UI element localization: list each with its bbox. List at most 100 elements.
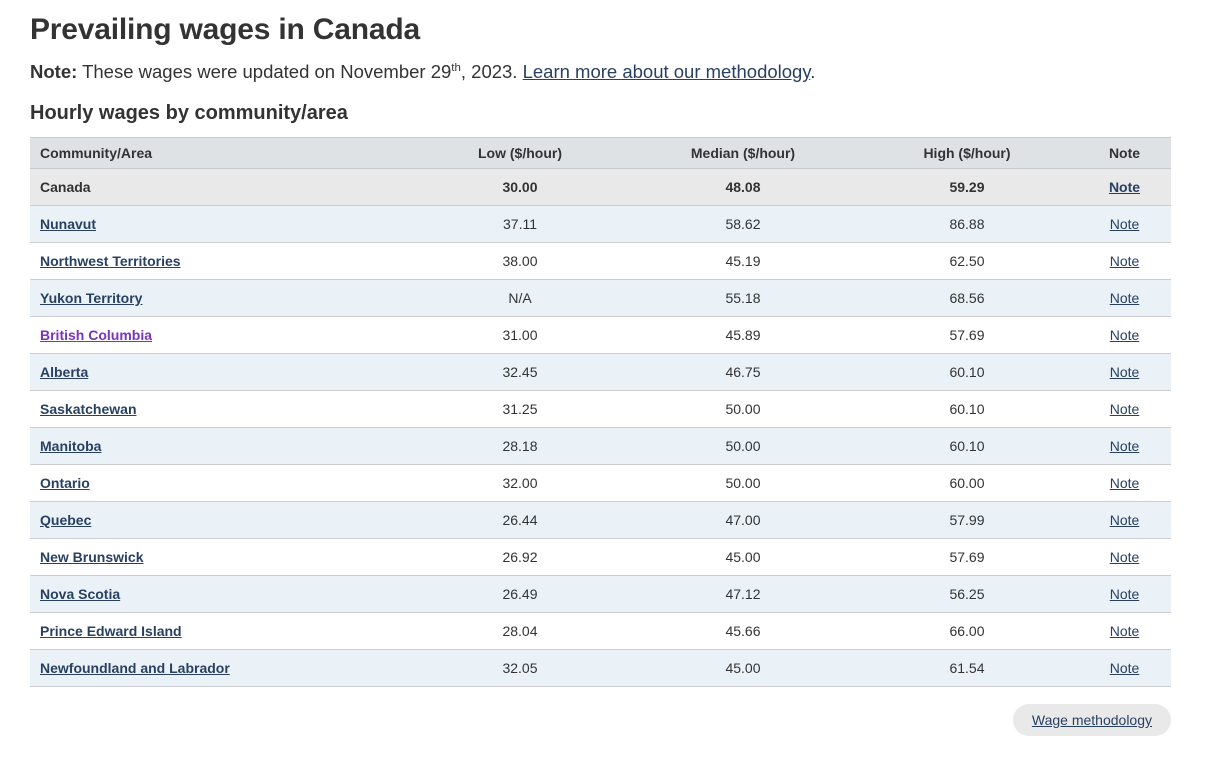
median-value: 47.00	[630, 501, 856, 539]
note-link[interactable]: Note	[1109, 511, 1140, 528]
note-cell: Note	[1078, 612, 1171, 650]
note-link[interactable]: Note	[1109, 548, 1140, 565]
note-link[interactable]: Note	[1109, 326, 1140, 343]
area-link[interactable]: Nunavut	[40, 215, 96, 232]
low-value: 28.04	[410, 612, 630, 650]
note-link[interactable]: Note	[1109, 622, 1140, 639]
note-link[interactable]: Note	[1109, 659, 1140, 676]
note-link[interactable]: Note	[1109, 252, 1140, 269]
note-cell: Note	[1078, 390, 1171, 428]
note-link[interactable]: Note	[1109, 363, 1140, 380]
high-value: 57.69	[856, 316, 1078, 354]
note-link[interactable]: Note	[1109, 289, 1140, 306]
note-cell: Note	[1078, 316, 1171, 354]
area-cell: Nunavut	[30, 205, 410, 243]
wages-table-header: Community/Area Low ($/hour) Median ($/ho…	[30, 137, 1171, 169]
note-superscript: th	[451, 61, 461, 74]
median-value: 50.00	[630, 464, 856, 502]
area-link[interactable]: British Columbia	[40, 326, 153, 343]
page-title: Prevailing wages in Canada	[30, 13, 420, 46]
note-link[interactable]: Note	[1108, 178, 1141, 195]
note-link[interactable]: Note	[1109, 474, 1140, 491]
area-link[interactable]: Quebec	[40, 511, 92, 528]
area-cell: Yukon Territory	[30, 279, 410, 317]
high-value: 57.69	[856, 538, 1078, 576]
note-link[interactable]: Note	[1109, 585, 1140, 602]
note-cell: Note	[1078, 649, 1171, 687]
note-cell: Note	[1078, 353, 1171, 391]
low-value: 31.00	[410, 316, 630, 354]
area-cell: British Columbia	[30, 316, 410, 354]
median-value: 50.00	[630, 390, 856, 428]
area-cell: Prince Edward Island	[30, 612, 410, 650]
median-value: 45.66	[630, 612, 856, 650]
header-row: Community/Area Low ($/hour) Median ($/ho…	[30, 137, 1171, 169]
median-value: 45.89	[630, 316, 856, 354]
table-row: Quebec 26.44 47.00 57.99 Note	[30, 501, 1171, 539]
low-value: 28.18	[410, 427, 630, 465]
area-link[interactable]: Newfoundland and Labrador	[40, 659, 230, 676]
area-link[interactable]: Ontario	[40, 474, 90, 491]
high-value: 56.25	[856, 575, 1078, 613]
table-row: British Columbia 31.00 45.89 57.69 Note	[30, 316, 1171, 354]
high-value: 66.00	[856, 612, 1078, 650]
table-row: Nunavut 37.11 58.62 86.88 Note	[30, 205, 1171, 243]
table-row: Manitoba 28.18 50.00 60.10 Note	[30, 427, 1171, 465]
area-cell: Saskatchewan	[30, 390, 410, 428]
note-cell: Note	[1078, 501, 1171, 539]
table-row: Yukon Territory N/A 55.18 68.56 Note	[30, 279, 1171, 317]
high-value: 60.10	[856, 390, 1078, 428]
area-link[interactable]: Prince Edward Island	[40, 622, 182, 639]
column-header-note: Note	[1078, 137, 1171, 169]
column-header-high: High ($/hour)	[856, 137, 1078, 169]
note-label: Note:	[30, 61, 78, 82]
low-value: 31.25	[410, 390, 630, 428]
low-value: 26.49	[410, 575, 630, 613]
median-value: 47.12	[630, 575, 856, 613]
table-row: Prince Edward Island 28.04 45.66 66.00 Note	[30, 612, 1171, 650]
median-value: 45.00	[630, 649, 856, 687]
area-cell: Alberta	[30, 353, 410, 391]
table-row: Nova Scotia 26.49 47.12 56.25 Note	[30, 575, 1171, 613]
actions-row: Wage methodology	[30, 703, 1171, 736]
area-cell: Ontario	[30, 464, 410, 502]
note-cell: Note	[1078, 205, 1171, 243]
high-value: 59.29	[856, 168, 1078, 206]
low-value: 32.05	[410, 649, 630, 687]
note-link[interactable]: Note	[1109, 215, 1140, 232]
note-cell: Note	[1078, 464, 1171, 502]
low-value: 26.92	[410, 538, 630, 576]
area-link[interactable]: Northwest Territories	[40, 252, 181, 269]
note-cell: Note	[1078, 168, 1171, 206]
methodology-link[interactable]: Learn more about our methodology	[522, 61, 811, 82]
low-value: 32.00	[410, 464, 630, 502]
note-cell: Note	[1078, 575, 1171, 613]
area-link[interactable]: Yukon Territory	[40, 289, 143, 306]
table-row: Ontario 32.00 50.00 60.00 Note	[30, 464, 1171, 502]
high-value: 60.10	[856, 353, 1078, 391]
high-value: 57.99	[856, 501, 1078, 539]
area-link[interactable]: Manitoba	[40, 437, 102, 454]
area-link[interactable]: Nova Scotia	[40, 585, 121, 602]
wage-methodology-button[interactable]: Wage methodology	[1012, 703, 1171, 736]
note-link[interactable]: Note	[1109, 400, 1140, 417]
area-cell: New Brunswick	[30, 538, 410, 576]
note-text-middle: , 2023.	[460, 61, 523, 82]
high-value: 68.56	[856, 279, 1078, 317]
area-cell: Northwest Territories	[30, 242, 410, 280]
low-value: 37.11	[410, 205, 630, 243]
area-cell: Quebec	[30, 501, 410, 539]
low-value: N/A	[410, 279, 630, 317]
area-label: Canada	[40, 178, 91, 195]
area-cell: Canada	[30, 168, 410, 206]
area-link[interactable]: Saskatchewan	[40, 400, 137, 417]
column-header-low: Low ($/hour)	[410, 137, 630, 169]
area-link[interactable]: Alberta	[40, 363, 89, 380]
update-note: Note: These wages were updated on Novemb…	[30, 60, 1171, 85]
note-cell: Note	[1078, 538, 1171, 576]
table-row: Northwest Territories 38.00 45.19 62.50 Note	[30, 242, 1171, 280]
area-cell: Nova Scotia	[30, 575, 410, 613]
area-link[interactable]: New Brunswick	[40, 548, 144, 565]
note-link[interactable]: Note	[1109, 437, 1140, 454]
